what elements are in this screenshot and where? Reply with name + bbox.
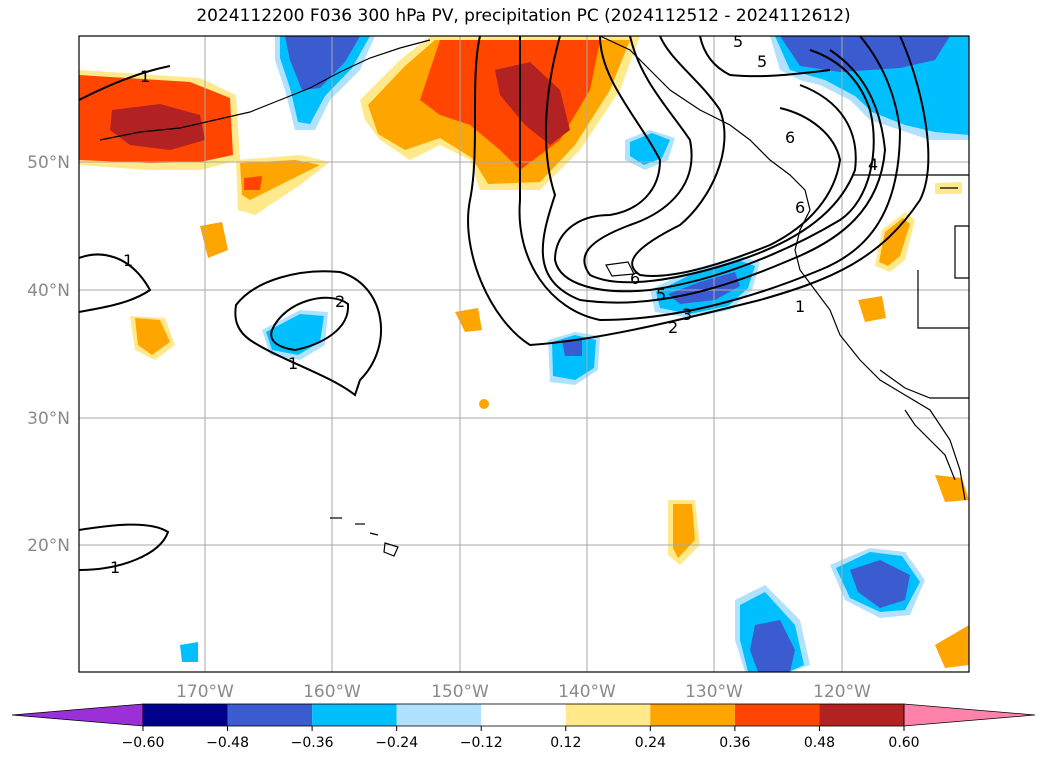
contour-label: 6 bbox=[630, 269, 640, 288]
colorbar-segment bbox=[227, 704, 313, 726]
precip-shading bbox=[79, 36, 969, 672]
latitude-labels: 50°N 40°N 30°N 20°N bbox=[27, 153, 70, 556]
colorbar-segment bbox=[312, 704, 397, 726]
colorbar-extend-low bbox=[11, 703, 144, 727]
colorbar-segment bbox=[565, 704, 651, 726]
lon-label: 160°W bbox=[303, 682, 361, 702]
map-frame bbox=[78, 35, 970, 673]
lon-label: 130°W bbox=[685, 682, 743, 702]
contour-label: 1 bbox=[123, 251, 133, 270]
lat-label: 30°N bbox=[27, 409, 70, 429]
colorbar-tick-label: −0.60 bbox=[122, 735, 165, 751]
colorbar-outline bbox=[142, 703, 905, 727]
contour-label: 5 bbox=[656, 285, 666, 304]
colorbar-extend-high bbox=[903, 703, 1036, 727]
lon-label: 150°W bbox=[431, 682, 489, 702]
contour-label: 5 bbox=[757, 52, 767, 71]
map-title: 2024112200 F036 300 hPa PV, precipitatio… bbox=[196, 6, 851, 26]
contour-label: 1 bbox=[288, 354, 298, 373]
graticule bbox=[79, 36, 969, 672]
lon-label: 170°W bbox=[176, 682, 234, 702]
colorbar-tick-label: 0.36 bbox=[719, 735, 750, 751]
lon-label: 120°W bbox=[813, 682, 871, 702]
lon-label: 140°W bbox=[558, 682, 616, 702]
contour-label: 2 bbox=[335, 292, 345, 311]
lat-label: 50°N bbox=[27, 153, 70, 173]
longitude-labels: 170°W 160°W 150°W 140°W 130°W 120°W bbox=[176, 682, 871, 702]
contour-label: 6 bbox=[785, 128, 795, 147]
contour-label-group: 1 1 2 1 1 1 5 3 2 6 6 5 4 5 6 bbox=[110, 32, 878, 577]
colorbar-segment bbox=[481, 704, 566, 726]
colorbar-segment bbox=[143, 704, 228, 726]
contour-label: 6 bbox=[795, 198, 805, 217]
colorbar-segment bbox=[819, 704, 904, 726]
colorbar-tick-label: −0.24 bbox=[375, 735, 418, 751]
contour-label: 1 bbox=[110, 558, 120, 577]
colorbar-tick-label: 0.12 bbox=[550, 735, 581, 751]
contour-label: 3 bbox=[682, 305, 692, 324]
colorbar-segment bbox=[734, 704, 820, 726]
contour-label: 1 bbox=[140, 67, 150, 86]
colorbar-tick-label: 0.24 bbox=[635, 735, 666, 751]
contour-label: 4 bbox=[868, 155, 878, 174]
coastlines bbox=[99, 36, 969, 557]
colorbar-tick-label: 0.60 bbox=[888, 735, 919, 751]
lat-label: 20°N bbox=[27, 536, 70, 556]
colorbar-tick-label: −0.36 bbox=[291, 735, 334, 751]
contour-label: 1 bbox=[795, 297, 805, 316]
lat-label: 40°N bbox=[27, 281, 70, 301]
colorbar-ticks: −0.60 −0.48 −0.36 −0.24 −0.12 0.12 0.24 0.36 0.4… bbox=[122, 726, 920, 751]
colorbar bbox=[11, 703, 1036, 727]
colorbar-tick-label: −0.12 bbox=[460, 735, 503, 751]
colorbar-tick-label: −0.48 bbox=[206, 735, 249, 751]
pv-contours bbox=[79, 36, 930, 571]
colorbar-segment bbox=[396, 704, 482, 726]
contour-label: 5 bbox=[733, 32, 743, 51]
colorbar-tick-label: 0.48 bbox=[804, 735, 835, 751]
contour-label: 2 bbox=[668, 318, 678, 337]
colorbar-segment bbox=[650, 704, 735, 726]
